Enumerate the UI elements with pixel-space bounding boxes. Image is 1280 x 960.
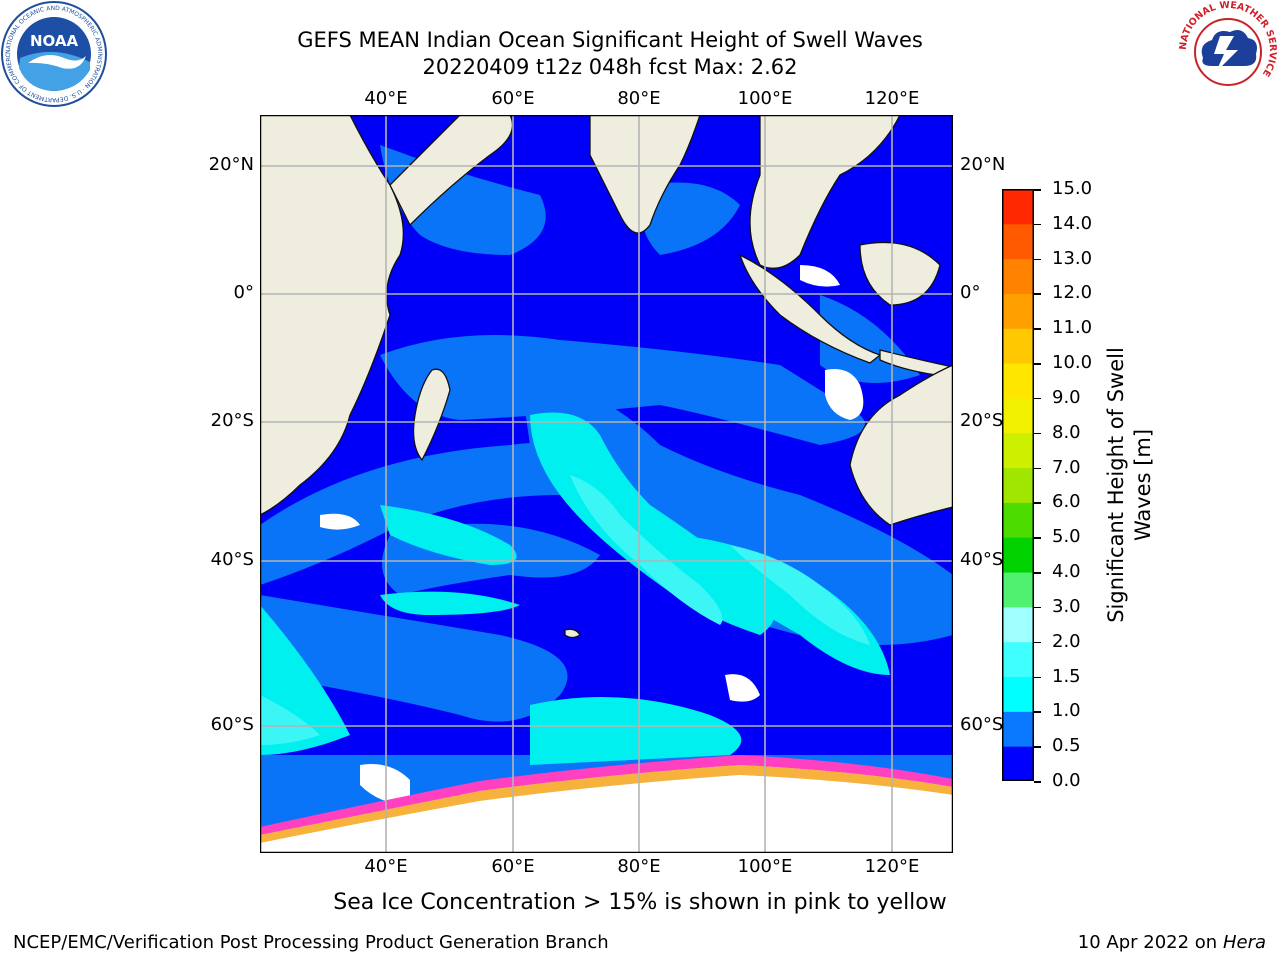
graticule	[260, 115, 953, 853]
lat-tick-label-left: 0°	[233, 282, 254, 303]
colorbar	[1002, 189, 1034, 781]
colorbar-label-line1: Significant Height of Swell	[1104, 347, 1128, 623]
colorbar-tick-label: 1.5	[1052, 665, 1081, 687]
noaa-logo: NATIONAL OCEANIC AND ATMOSPHERIC ADMINIS…	[0, 0, 107, 107]
colorbar-segment	[1002, 223, 1034, 260]
colorbar-tick-mark	[1034, 397, 1041, 400]
colorbar-segment	[1002, 502, 1034, 538]
lon-tick-label-bottom: 120°E	[864, 856, 920, 877]
colorbar-tick-label: 7.0	[1052, 456, 1081, 478]
colorbar-segment	[1002, 711, 1034, 747]
colorbar-frame	[1002, 189, 1034, 781]
lon-tick-label-bottom: 40°E	[364, 856, 408, 877]
colorbar-segment	[1002, 606, 1034, 643]
colorbar-tick-label: 1.0	[1052, 700, 1081, 722]
footer-credit: NCEP/EMC/Verification Post Processing Pr…	[13, 932, 609, 953]
colorbar-tick-label: 11.0	[1052, 317, 1093, 339]
colorbar-tick-mark	[1034, 328, 1041, 330]
colorbar-tick-label: 2.0	[1052, 630, 1081, 652]
colorbar-tick-mark	[1034, 189, 1041, 191]
colorbar-tick-mark	[1034, 363, 1041, 365]
colorbar-segment	[1002, 189, 1034, 225]
colorbar-tick-label: 14.0	[1052, 212, 1093, 234]
noaa-logo-text: NOAA	[30, 32, 79, 50]
colorbar-label-line2: Waves [m]	[1131, 428, 1155, 542]
map-subtitle: 20220409 t12z 048h fcst Max: 2.62	[422, 55, 798, 79]
colorbar-tick-label: 13.0	[1052, 247, 1093, 269]
colorbar-segment	[1002, 293, 1034, 329]
footer-date: 10 Apr 2022 on Hera	[1078, 932, 1266, 953]
lon-tick-label-top: 100°E	[737, 88, 793, 109]
footer-host: Hera	[1222, 932, 1266, 953]
swell-height-map	[260, 115, 953, 853]
lat-tick-label-right: 20°S	[960, 410, 1004, 431]
lon-tick-label-top: 40°E	[364, 88, 408, 109]
colorbar-tick-mark	[1034, 572, 1041, 574]
colorbar-tick-label: 10.0	[1052, 352, 1093, 374]
map-title: GEFS MEAN Indian Ocean Significant Heigh…	[297, 28, 923, 52]
colorbar-tick-label: 3.0	[1052, 595, 1081, 617]
lat-tick-label-left: 20°N	[208, 154, 254, 175]
colorbar-tick-label: 5.0	[1052, 526, 1081, 548]
lat-tick-label-left: 60°S	[210, 714, 254, 735]
colorbar-tick-mark	[1034, 467, 1041, 470]
lat-tick-label-right: 20°N	[960, 154, 1006, 175]
colorbar-tick-label: 12.0	[1052, 282, 1093, 304]
colorbar-segment	[1002, 328, 1034, 364]
lat-tick-label-right: 60°S	[960, 714, 1004, 735]
colorbar-segment	[1002, 572, 1034, 608]
colorbar-segment	[1002, 432, 1034, 469]
lon-tick-label-top: 80°E	[617, 88, 661, 109]
colorbar-tick-mark	[1034, 258, 1041, 261]
colorbar-tick-mark	[1034, 781, 1041, 783]
footer-date-text: 10 Apr 2022 on	[1077, 932, 1223, 953]
colorbar-tick-mark	[1034, 223, 1041, 226]
colorbar-segment	[1002, 676, 1034, 712]
colorbar-segment	[1002, 537, 1034, 573]
lon-tick-label-bottom: 100°E	[737, 856, 793, 877]
colorbar-tick-mark	[1034, 293, 1041, 295]
lon-tick-label-bottom: 60°E	[491, 856, 535, 877]
colorbar-tick-mark	[1034, 641, 1041, 644]
colorbar-tick-mark	[1034, 537, 1041, 539]
colorbar-segment	[1002, 363, 1034, 399]
colorbar-tick-label: 4.0	[1052, 561, 1081, 583]
colorbar-tick-label: 6.0	[1052, 491, 1081, 513]
colorbar-tick-label: 15.0	[1052, 178, 1093, 199]
colorbar-label: Significant Height of Swell Waves [m]	[1103, 347, 1157, 623]
colorbar-tick-mark	[1034, 502, 1041, 504]
colorbar-segment	[1002, 467, 1034, 503]
colorbar-tick-mark	[1034, 746, 1041, 748]
lat-tick-label-left: 40°S	[210, 549, 254, 570]
colorbar-segment	[1002, 397, 1034, 434]
colorbar-tick-mark	[1034, 606, 1041, 609]
colorbar-tick-mark	[1034, 676, 1041, 679]
colorbar-tick-label: 9.0	[1052, 386, 1081, 408]
colorbar-tick-mark	[1034, 432, 1041, 435]
colorbar-tick-label: 8.0	[1052, 421, 1081, 443]
sea-ice-caption: Sea Ice Concentration > 15% is shown in …	[333, 890, 947, 915]
colorbar-tick-mark	[1034, 711, 1041, 713]
colorbar-tick-label: 0.0	[1052, 770, 1081, 791]
colorbar-tick-label: 0.5	[1052, 735, 1081, 757]
colorbar-segment	[1002, 746, 1034, 781]
lat-tick-label-right: 40°S	[960, 549, 1004, 570]
lon-tick-label-bottom: 80°E	[617, 856, 661, 877]
swell-band-1-0m	[260, 412, 890, 765]
map-border	[260, 115, 953, 853]
colorbar-segment	[1002, 258, 1034, 294]
colorbar-segment	[1002, 641, 1034, 678]
lat-tick-label-left: 20°S	[210, 410, 254, 431]
sea-ice-edge	[260, 755, 953, 853]
nws-logo: NATIONAL WEATHER SERVICE	[1178, 0, 1278, 99]
lon-tick-label-top: 120°E	[864, 88, 920, 109]
lat-tick-label-right: 0°	[960, 282, 981, 303]
lon-tick-label-top: 60°E	[491, 88, 535, 109]
missing-data-areas	[320, 265, 864, 805]
